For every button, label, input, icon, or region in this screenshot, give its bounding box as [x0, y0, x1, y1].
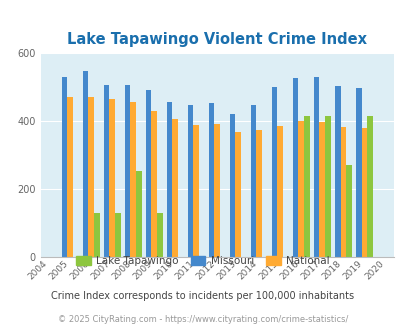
Bar [334, 86, 340, 257]
Text: Crime Index corresponds to incidents per 100,000 inhabitants: Crime Index corresponds to incidents per… [51, 291, 354, 301]
Title: Lake Tapawingo Violent Crime Index: Lake Tapawingo Violent Crime Index [67, 32, 366, 48]
Bar [172, 119, 177, 257]
Text: © 2025 CityRating.com - https://www.cityrating.com/crime-statistics/: © 2025 CityRating.com - https://www.city… [58, 315, 347, 324]
Bar [166, 102, 172, 257]
Bar [88, 97, 94, 257]
Bar [313, 77, 319, 257]
Bar [82, 71, 88, 257]
Bar [187, 105, 193, 257]
Bar [235, 132, 241, 257]
Legend: Lake Tapawingo, Missouri, National: Lake Tapawingo, Missouri, National [72, 252, 333, 270]
Bar [124, 84, 130, 257]
Bar [193, 125, 198, 257]
Bar [256, 129, 262, 257]
Bar [214, 124, 220, 257]
Bar [109, 99, 115, 257]
Bar [271, 87, 277, 257]
Bar [303, 116, 309, 257]
Bar [355, 88, 361, 257]
Bar [324, 116, 330, 257]
Bar [366, 116, 372, 257]
Bar [157, 213, 162, 257]
Bar [345, 165, 351, 257]
Bar [151, 112, 157, 257]
Bar [145, 90, 151, 257]
Bar [62, 77, 67, 257]
Bar [319, 122, 324, 257]
Bar [130, 102, 136, 257]
Bar [250, 105, 256, 257]
Bar [136, 172, 141, 257]
Bar [229, 114, 235, 257]
Bar [298, 121, 303, 257]
Bar [103, 84, 109, 257]
Bar [292, 79, 298, 257]
Bar [115, 213, 120, 257]
Bar [277, 126, 282, 257]
Bar [208, 103, 214, 257]
Bar [94, 213, 99, 257]
Bar [361, 128, 366, 257]
Bar [340, 127, 345, 257]
Bar [67, 97, 72, 257]
